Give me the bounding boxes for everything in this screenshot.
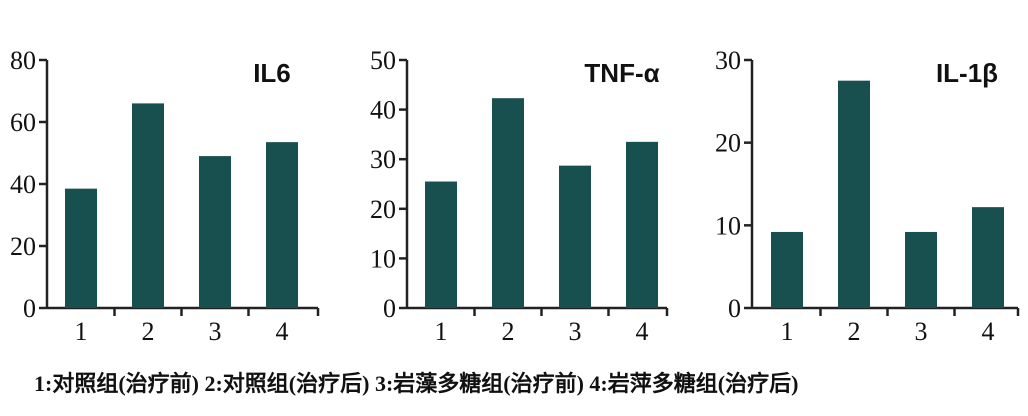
- x-tick-label: 1: [75, 317, 88, 346]
- bar-3: [559, 165, 591, 308]
- bar-2: [132, 103, 164, 309]
- y-tick-label: 40: [370, 96, 396, 125]
- y-tick-label: 20: [10, 232, 36, 261]
- bar-4: [626, 141, 658, 308]
- x-tick-label: 2: [502, 317, 515, 346]
- group-legend: 1:对照组(治疗前) 2:对照组(治疗后) 3:岩藻多糖组(治疗前) 4:岩萍多…: [34, 371, 799, 396]
- x-tick-label: 4: [982, 317, 995, 346]
- y-tick-label: 20: [715, 129, 741, 158]
- y-tick-label: 30: [370, 145, 396, 174]
- chart-figure: 0 20 40 60 80 1 2 3 4 IL6 0 10 20 30 40 50 1 2 3 4 TNF-α 0 10 2…: [10, 46, 1020, 346]
- bar-3: [199, 156, 231, 308]
- y-tick-label: 60: [10, 108, 36, 137]
- chart-title: IL-1β: [936, 58, 998, 88]
- bar-4: [972, 207, 1004, 308]
- bar-4: [266, 142, 298, 308]
- y-tick-label: 0: [728, 294, 741, 323]
- chart-title: TNF-α: [584, 58, 659, 88]
- bar-1: [65, 188, 97, 308]
- chart-panel-1: 0 20 40 60 80 1 2 3 4 IL6: [10, 46, 320, 346]
- x-tick-label: 1: [781, 317, 794, 346]
- y-tick-label: 80: [10, 46, 36, 75]
- y-tick-label: 0: [383, 294, 396, 323]
- bar-3: [905, 231, 937, 308]
- y-tick-label: 10: [715, 211, 741, 240]
- y-tick-label: 0: [23, 294, 36, 323]
- chart-panel-3: 0 10 20 30 1 2 3 4 IL-1β: [715, 46, 1020, 346]
- x-tick-label: 3: [209, 317, 222, 346]
- chart-panel-2: 0 10 20 30 40 50 1 2 3 4 TNF-α: [370, 46, 669, 346]
- x-tick-label: 4: [276, 317, 289, 346]
- x-tick-label: 1: [435, 317, 448, 346]
- x-tick-label: 3: [915, 317, 928, 346]
- bar-1: [771, 231, 803, 308]
- x-tick-label: 4: [636, 317, 649, 346]
- bar-2: [492, 98, 524, 308]
- bar-2: [838, 80, 870, 309]
- y-tick-label: 10: [370, 244, 396, 273]
- y-tick-label: 40: [10, 170, 36, 199]
- x-tick-label: 2: [848, 317, 861, 346]
- x-tick-label: 2: [142, 317, 155, 346]
- y-tick-label: 30: [715, 46, 741, 75]
- chart-title: IL6: [253, 58, 291, 88]
- y-tick-label: 50: [370, 46, 396, 75]
- bar-1: [425, 181, 457, 308]
- y-tick-label: 20: [370, 195, 396, 224]
- x-tick-label: 3: [569, 317, 582, 346]
